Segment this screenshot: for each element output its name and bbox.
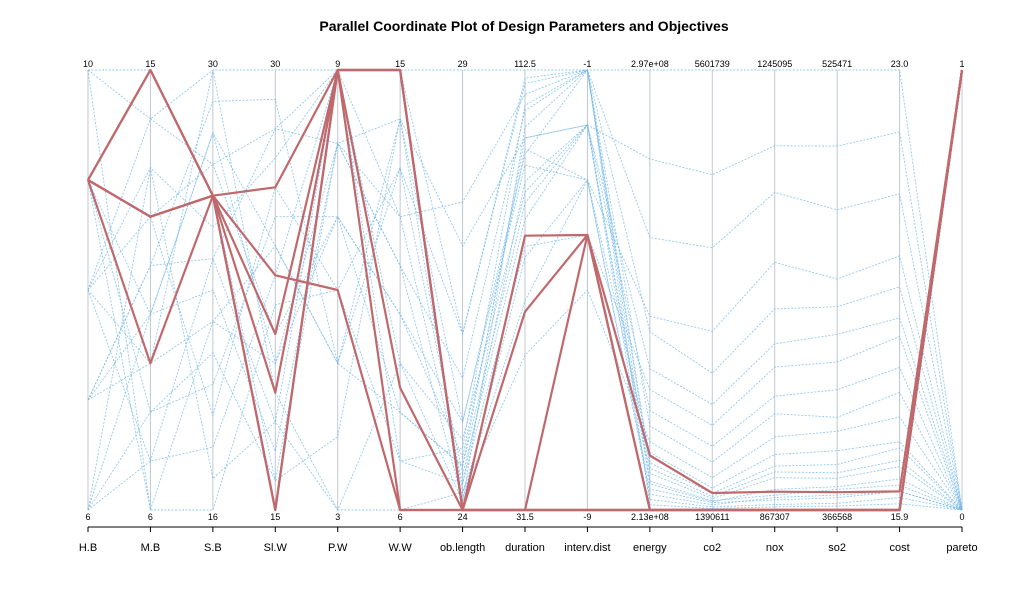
axis-top-label-co2: 5601739	[695, 59, 730, 69]
axis-bottom-label-nox: 867307	[760, 512, 790, 522]
axis-top-label-cost: 23.0	[891, 59, 909, 69]
axis-name-S.B: S.B	[204, 542, 222, 554]
solution-line-9	[87, 118, 963, 511]
axis-top-label-nox: 1245095	[757, 59, 792, 69]
solution-line-4	[87, 69, 963, 511]
axis-name-duration: duration	[505, 542, 545, 554]
axis-top-label-P.W: 9	[335, 59, 340, 69]
solution-line-1	[87, 118, 963, 511]
axis-name-Sl.W: Sl.W	[264, 542, 288, 554]
axis-bottom-label-interv.dist: -9	[583, 512, 591, 522]
axis-top-label-ob.length: 29	[458, 59, 468, 69]
axis-bottom-label-M.B: 6	[148, 512, 153, 522]
solution-line-5	[87, 124, 963, 511]
chart-title: Parallel Coordinate Plot of Design Param…	[319, 18, 728, 34]
axis-name-energy: energy	[633, 542, 667, 554]
axis-top-label-H.B: 10	[83, 59, 93, 69]
axis-bottom-label-energy: 2.13e+08	[631, 512, 669, 522]
solution-line-13	[87, 69, 963, 511]
axis-bottom-label-pareto: 0	[959, 512, 964, 522]
axis-name-M.B: M.B	[141, 542, 161, 554]
axis-bottom-label-duration: 31.5	[516, 512, 534, 522]
labels-layer: 106H.B156M.B3016S.B3015Sl.W93P.W156W.W29…	[79, 59, 978, 554]
axis-top-label-Sl.W: 30	[270, 59, 280, 69]
axis-top-label-energy: 2.97e+08	[631, 59, 669, 69]
solution-line-3	[87, 164, 963, 511]
axis-top-label-M.B: 15	[145, 59, 155, 69]
axis-bottom-label-ob.length: 24	[458, 512, 468, 522]
axis-name-P.W: P.W	[328, 542, 348, 554]
axis-name-cost: cost	[889, 542, 909, 554]
solution-line-12	[87, 123, 963, 511]
solution-line-7	[87, 98, 963, 511]
solution-line-8	[87, 69, 963, 511]
axis-bottom-label-co2: 1390611	[695, 512, 729, 522]
solution-line-6	[87, 69, 963, 511]
pareto-line-4	[87, 68, 964, 512]
axis-top-label-duration: 112.5	[514, 59, 536, 69]
axis-bottom-label-W.W: 6	[398, 512, 403, 522]
axis-bottom-label-P.W: 3	[335, 512, 340, 522]
axis-top-label-W.W: 15	[395, 59, 405, 69]
axis-name-H.B: H.B	[79, 542, 97, 554]
solution-line-19	[87, 69, 963, 511]
solution-line-14	[87, 69, 963, 511]
pareto-line-5	[87, 68, 964, 512]
axis-name-ob.length: ob.length	[440, 542, 485, 554]
solution-line-18	[87, 68, 963, 511]
axis-top-label-pareto: 1	[959, 59, 964, 69]
axis-bottom-label-so2: 366568	[822, 512, 852, 522]
solution-line-16	[87, 69, 963, 511]
axis-name-pareto: pareto	[946, 542, 977, 554]
axis-name-co2: co2	[703, 542, 721, 554]
axis-name-interv.dist: interv.dist	[564, 542, 610, 554]
axis-name-nox: nox	[766, 542, 784, 554]
solution-line-15	[88, 69, 963, 511]
pareto-solutions-layer	[86, 68, 964, 512]
axis-bottom-label-H.B: 6	[85, 512, 90, 522]
axis-name-so2: so2	[828, 542, 846, 554]
axis-name-W.W: W.W	[389, 542, 413, 554]
axis-bottom-label-S.B: 16	[208, 512, 218, 522]
axis-top-label-S.B: 30	[208, 59, 218, 69]
solution-line-0	[87, 69, 963, 511]
axis-top-label-so2: 525471	[822, 59, 852, 69]
axis-bottom-label-cost: 15.9	[891, 512, 909, 522]
axis-top-label-interv.dist: -1	[583, 59, 591, 69]
axis-bottom-label-Sl.W: 15	[270, 512, 280, 522]
